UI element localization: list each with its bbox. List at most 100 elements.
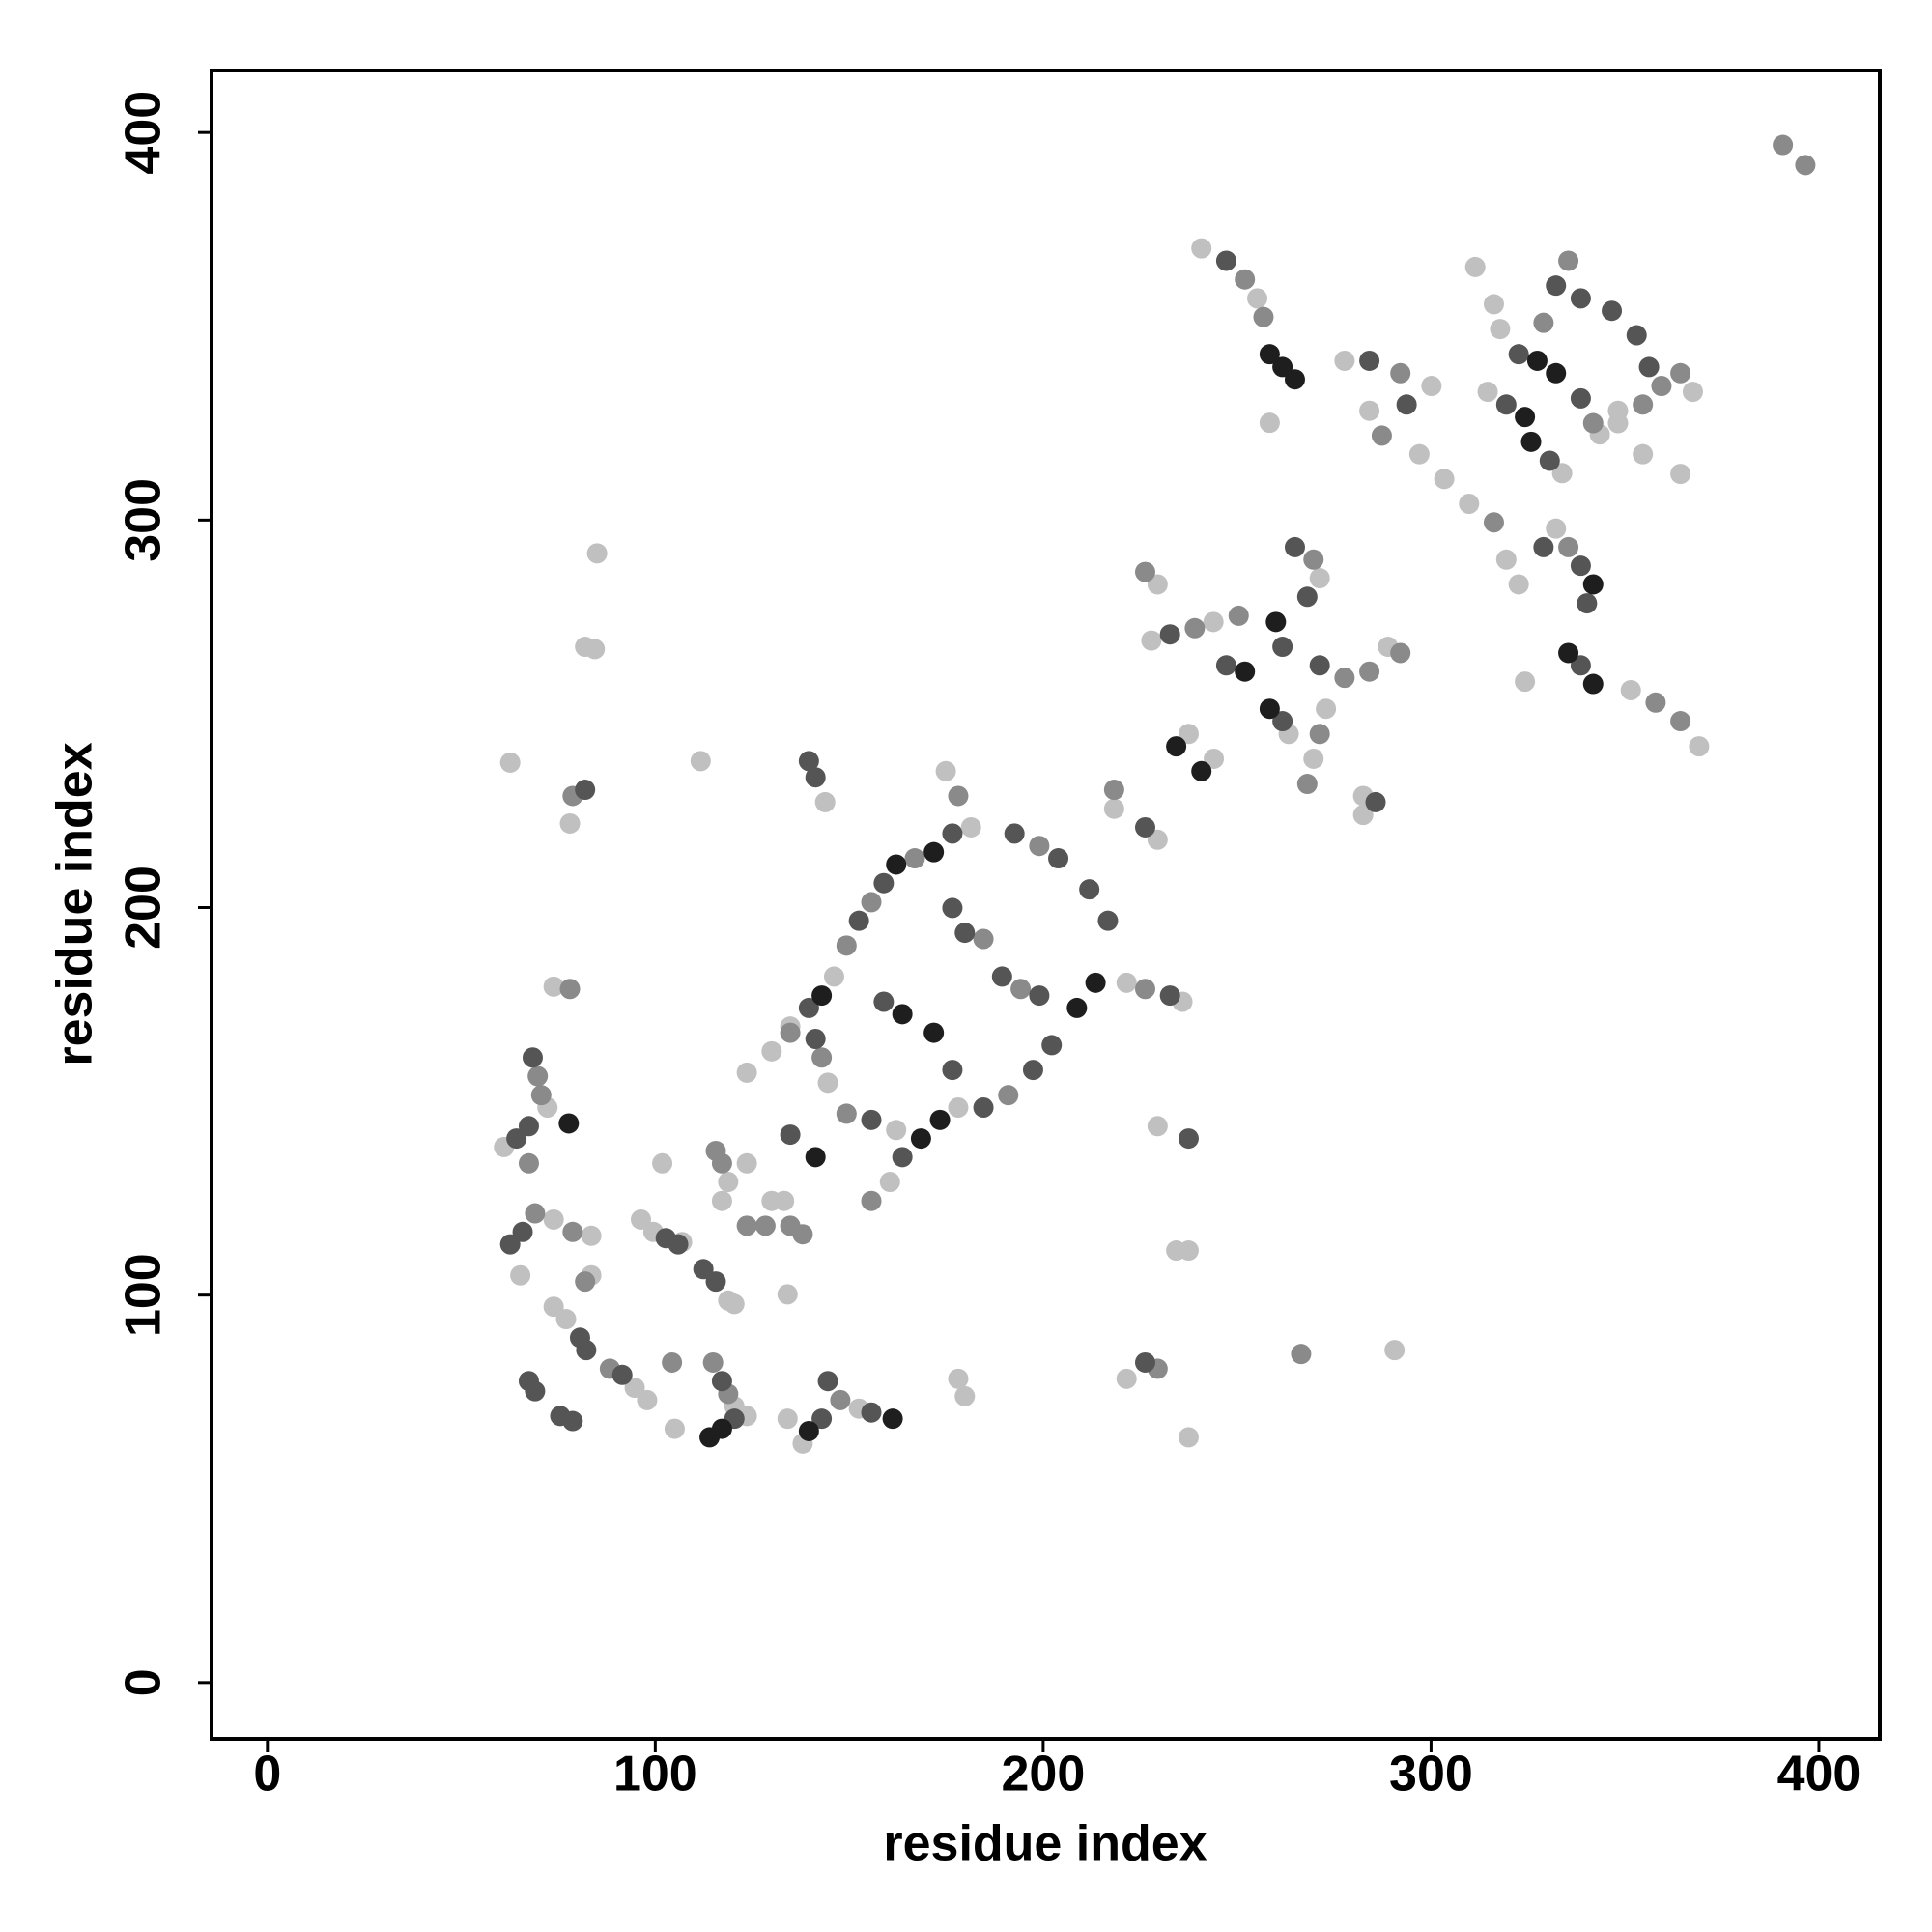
point <box>1178 1128 1199 1150</box>
point <box>1626 325 1647 346</box>
point <box>510 1264 531 1286</box>
x-tick-label: 100 <box>613 1747 697 1803</box>
point <box>664 1418 685 1439</box>
point <box>942 1060 963 1081</box>
point <box>559 812 581 834</box>
point <box>690 751 711 772</box>
point <box>1178 1240 1199 1262</box>
point <box>1309 724 1330 745</box>
point <box>1570 387 1591 409</box>
point <box>1334 668 1355 689</box>
point <box>512 1221 533 1242</box>
point <box>935 760 956 781</box>
point <box>1134 561 1155 582</box>
point <box>1421 376 1442 397</box>
point <box>1670 711 1691 732</box>
point <box>998 1085 1019 1106</box>
point <box>1147 1116 1168 1137</box>
point <box>1645 692 1666 713</box>
point <box>1558 642 1579 664</box>
point <box>1582 412 1604 434</box>
point <box>1352 805 1374 826</box>
point <box>777 1284 798 1305</box>
point <box>798 751 819 772</box>
point <box>1085 972 1106 993</box>
point <box>1066 997 1088 1018</box>
point <box>1191 760 1212 781</box>
y-tick-label: 100 <box>116 1253 172 1337</box>
point <box>848 910 869 931</box>
point <box>1490 319 1511 340</box>
point <box>1551 463 1573 484</box>
point <box>1396 394 1417 415</box>
point <box>798 997 819 1018</box>
point <box>1359 661 1380 682</box>
point <box>1689 736 1710 757</box>
point <box>1010 979 1032 1000</box>
point <box>1546 362 1567 384</box>
point <box>693 1259 714 1280</box>
point <box>711 1152 732 1174</box>
point <box>805 1147 826 1168</box>
point <box>558 1113 580 1134</box>
point <box>1203 611 1224 633</box>
point <box>973 1097 994 1119</box>
point <box>1582 673 1604 695</box>
point <box>522 1047 543 1068</box>
point <box>1682 382 1703 403</box>
x-tick-label: 400 <box>1777 1747 1861 1803</box>
point <box>873 872 895 894</box>
point <box>1533 536 1554 557</box>
point <box>1134 816 1155 838</box>
point <box>576 1340 597 1361</box>
point <box>817 1371 838 1392</box>
point <box>1191 238 1212 259</box>
point <box>1546 275 1567 297</box>
point <box>1651 376 1672 397</box>
point <box>1022 1060 1043 1081</box>
point <box>1116 1368 1137 1389</box>
point <box>1184 617 1206 639</box>
point <box>817 1072 838 1094</box>
point <box>1228 605 1249 626</box>
point <box>1215 250 1236 271</box>
point <box>1147 829 1168 850</box>
y-tick-label: 300 <box>116 478 172 562</box>
point <box>1670 464 1691 485</box>
point <box>1495 394 1517 415</box>
point <box>499 1234 521 1255</box>
point <box>1390 642 1411 664</box>
point <box>581 1225 602 1246</box>
point <box>1408 443 1430 465</box>
point <box>991 966 1012 987</box>
point <box>1159 985 1180 1007</box>
point <box>879 1172 900 1193</box>
x-tick-label: 0 <box>253 1747 281 1803</box>
point <box>652 1152 673 1174</box>
point <box>777 1408 798 1430</box>
point <box>527 1065 549 1087</box>
point <box>624 1378 645 1399</box>
point <box>1365 791 1386 812</box>
point <box>830 1389 851 1410</box>
point <box>702 1351 724 1373</box>
point <box>543 1208 564 1230</box>
point <box>811 1408 833 1430</box>
x-axis-label: residue index <box>883 1816 1207 1872</box>
point <box>499 752 521 773</box>
point <box>1259 412 1280 434</box>
point <box>1359 400 1380 421</box>
point <box>1390 362 1411 384</box>
point <box>562 1221 583 1242</box>
point <box>1166 736 1187 757</box>
point <box>861 1109 882 1130</box>
point <box>736 1062 757 1083</box>
point <box>1577 593 1598 614</box>
point <box>1539 450 1560 471</box>
point <box>1558 250 1579 271</box>
point <box>1309 655 1330 676</box>
point <box>929 1109 951 1130</box>
point <box>960 816 981 838</box>
y-tick-label: 200 <box>116 866 172 950</box>
